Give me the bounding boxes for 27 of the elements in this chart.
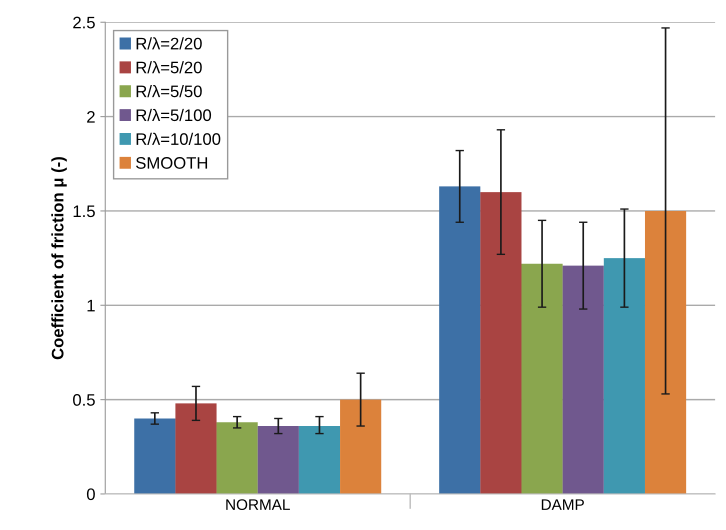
legend-label: R/λ=5/50 <box>136 85 202 98</box>
y-axis-title: Coefficient of friction μ (-) <box>51 157 67 360</box>
y-tick-label: 2 <box>87 111 95 123</box>
bar <box>439 186 480 494</box>
bar <box>340 400 382 494</box>
y-tick-label: 0.5 <box>73 394 95 406</box>
bar <box>216 422 258 494</box>
bar <box>258 426 299 494</box>
bar <box>134 418 176 494</box>
bar <box>562 266 604 494</box>
y-tick-label: 0 <box>86 488 95 500</box>
x-tick-label: DAMP <box>542 499 584 510</box>
bar <box>480 192 522 494</box>
bar <box>644 210 686 494</box>
y-tick-label: 2.5 <box>73 16 95 28</box>
y-tick-label: 1 <box>88 300 95 312</box>
y-tick-label: 1.5 <box>74 206 95 218</box>
legend-label: R/λ=5/100 <box>136 108 212 122</box>
legend-label: R/λ=5/20 <box>136 61 202 74</box>
bar <box>175 403 217 494</box>
bar <box>298 426 340 494</box>
legend-label: SMOOTH <box>136 157 208 169</box>
legend-label: R/λ=2/20 <box>136 37 202 50</box>
legend-label: R/λ=10/100 <box>136 132 220 145</box>
x-tick-label: NORMAL <box>226 499 290 510</box>
bar <box>604 258 645 494</box>
bar <box>521 264 563 494</box>
